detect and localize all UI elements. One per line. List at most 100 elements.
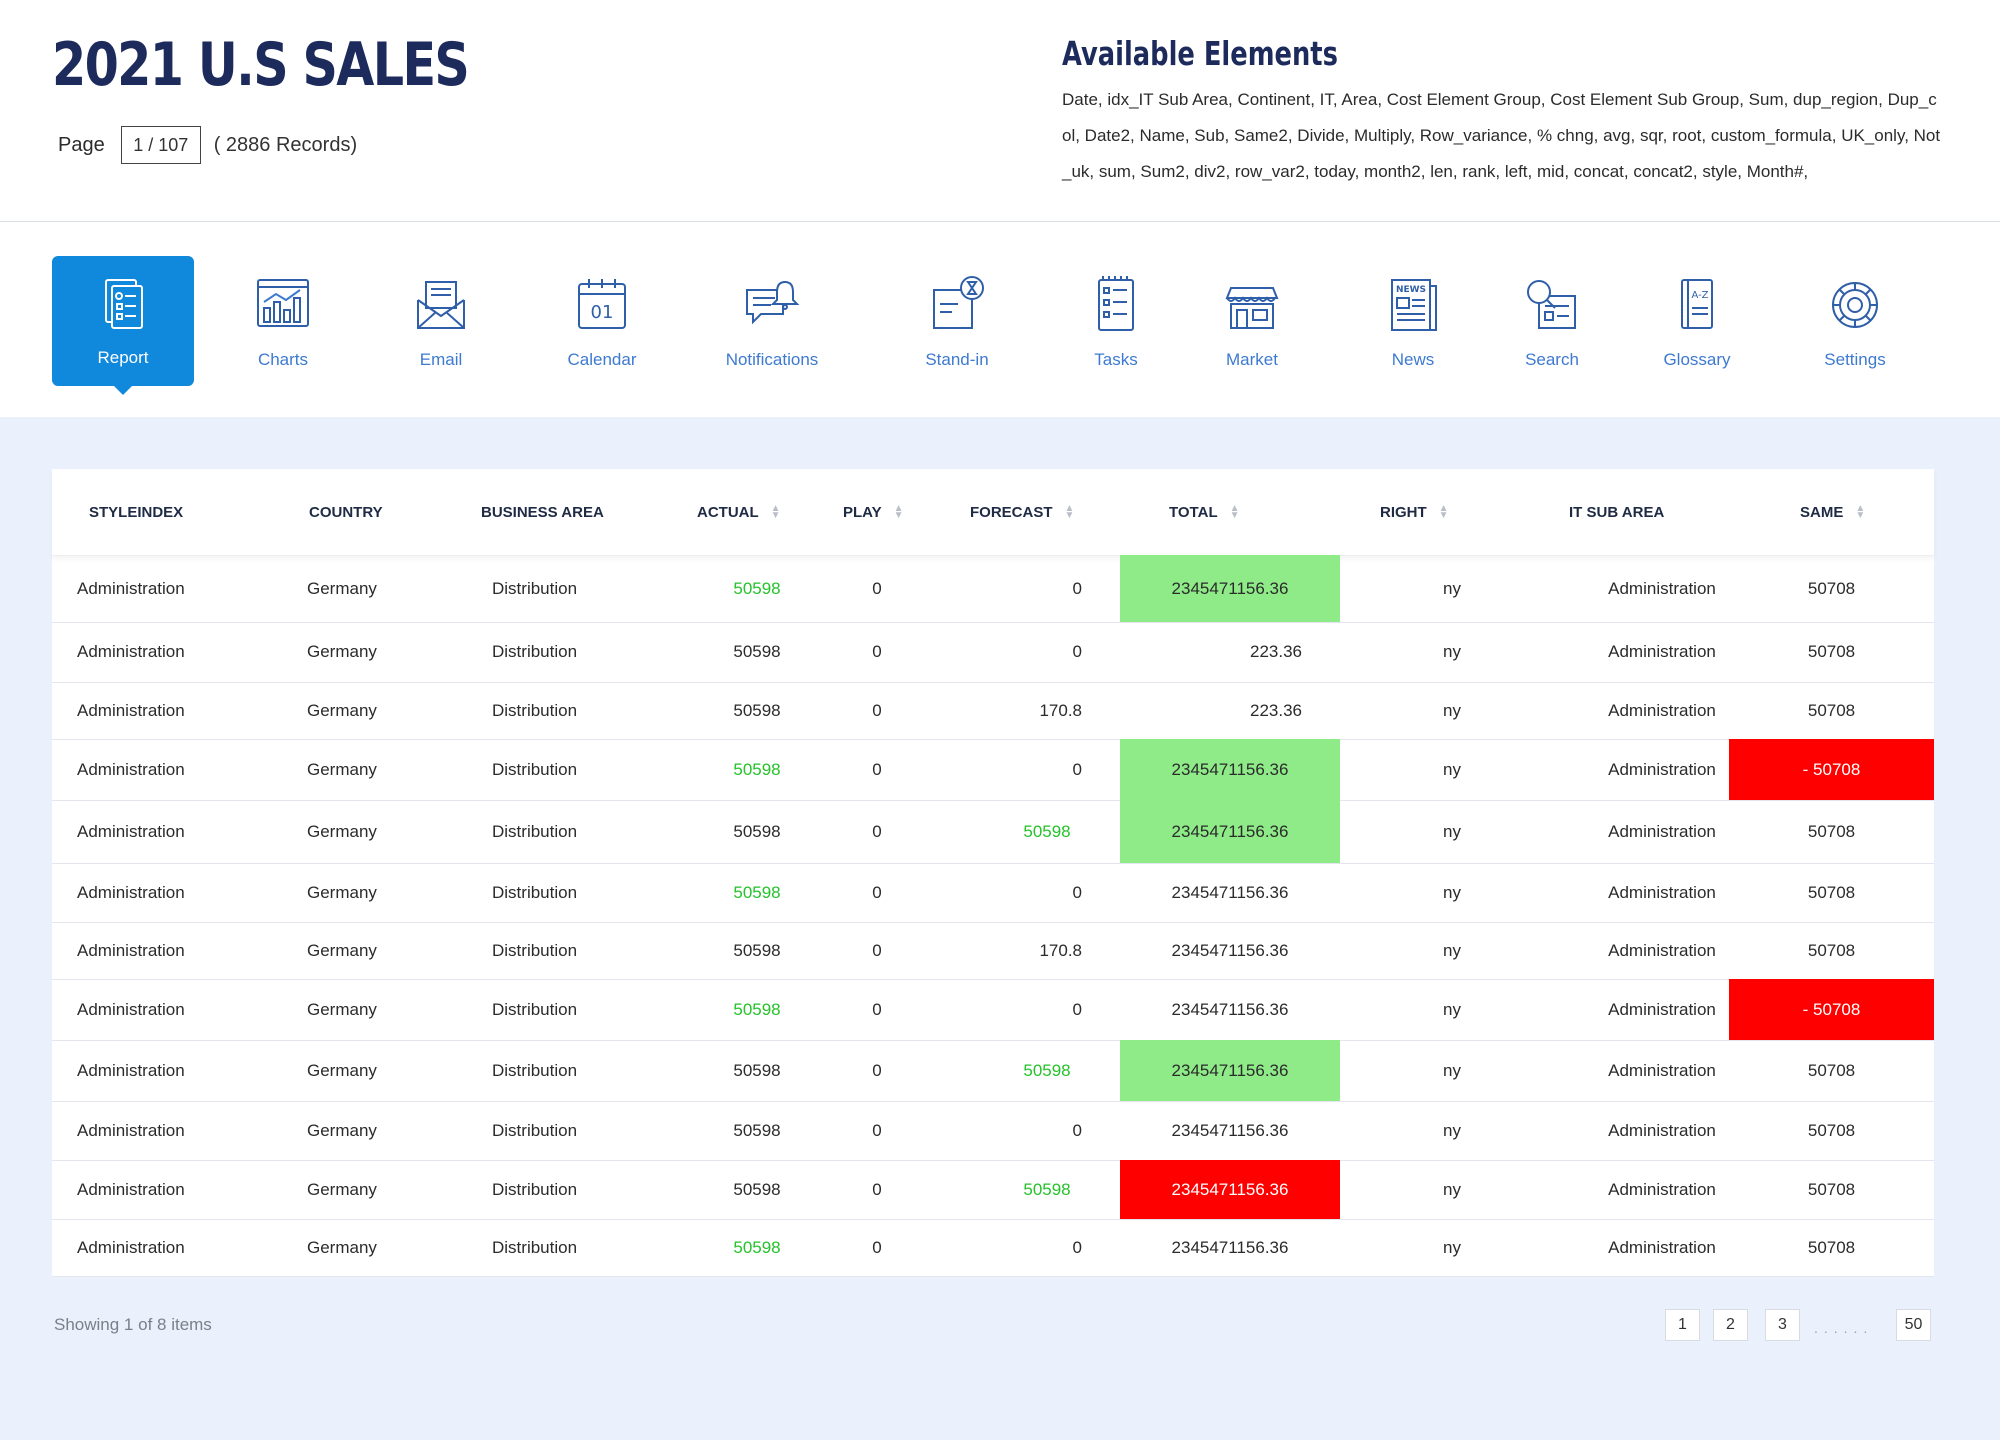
table-row[interactable]: Administration Germany Distribution 50598 0 5… <box>52 800 1934 864</box>
cell-business-area: Distribution <box>492 578 578 598</box>
cell-actual: 50598 <box>733 700 781 720</box>
nav-item-settings[interactable]: Settings <box>1784 256 1926 386</box>
nav-item-glossary[interactable]: A-Z Glossary <box>1626 256 1768 386</box>
sort-icon[interactable]: ▲ ▼ <box>1064 503 1075 521</box>
page-button-1[interactable]: 1 <box>1665 1309 1700 1341</box>
toolbar-nav: Report Charts Email <box>0 222 2000 417</box>
cell-same: 50708 <box>1807 642 1856 661</box>
report-icon <box>92 274 154 336</box>
page-title: 2021 U.S SALES <box>52 30 470 100</box>
nav-item-email[interactable]: Email <box>370 256 512 386</box>
sort-icon[interactable]: ▲ ▼ <box>1229 503 1240 521</box>
sort-icon[interactable]: ▲ ▼ <box>770 503 781 521</box>
cell-right: ny <box>1443 642 1461 661</box>
cell-it-sub-area: Administration <box>1608 1237 1716 1257</box>
nav-item-label: Email <box>419 350 463 369</box>
table-row[interactable]: Administration Germany Distribution 50598 0 0… <box>52 622 1934 683</box>
nav-item-tasks[interactable]: Tasks <box>1045 256 1187 386</box>
cell-styleindex: Administration <box>77 882 185 902</box>
cell-it-sub-area: Administration <box>1608 1179 1716 1199</box>
nav-item-label: Calendar <box>567 350 637 369</box>
column-header-total[interactable]: TOTAL ▲ ▼ <box>1169 469 1240 555</box>
column-header-label: PLAY <box>843 503 882 521</box>
nav-item-charts[interactable]: Charts <box>212 256 354 386</box>
charts-icon <box>252 274 314 336</box>
cell-business-area: Distribution <box>492 1179 578 1199</box>
nav-item-calendar[interactable]: 01 Calendar <box>531 256 673 386</box>
column-header-styleindex: STYLEINDEX <box>89 469 183 555</box>
table-row[interactable]: Administration Germany Distribution 50598 0 0… <box>52 863 1934 923</box>
cell-actual: 50598 <box>733 882 781 902</box>
cell-right: ny <box>1443 578 1461 598</box>
sort-icon[interactable]: ▲ ▼ <box>1438 503 1449 521</box>
nav-item-news[interactable]: NEWS News <box>1342 256 1484 386</box>
cell-country: Germany <box>307 940 377 960</box>
cell-same: 50708 <box>1807 578 1856 598</box>
page-button-2[interactable]: 2 <box>1713 1309 1748 1341</box>
cell-same: 50708 <box>1807 940 1856 960</box>
table-row[interactable]: Administration Germany Distribution 50598 0 0… <box>52 739 1934 801</box>
cell-same: 50708 <box>1807 882 1856 902</box>
cell-play: 0 <box>872 882 882 902</box>
cell-total: 2345471156.36 <box>1171 1120 1289 1140</box>
column-header-forecast[interactable]: FORECAST ▲ ▼ <box>970 469 1074 555</box>
table-row[interactable]: Administration Germany Distribution 50598 0 1… <box>52 922 1934 980</box>
column-header-label: SAME <box>1800 503 1844 521</box>
nav-item-notifications[interactable]: Notifications <box>701 256 843 386</box>
table-row[interactable]: Administration Germany Distribution 50598 0 5… <box>52 1040 1934 1102</box>
nav-item-label: Notifications <box>725 350 819 369</box>
tasks-icon <box>1085 274 1147 336</box>
cell-play: 0 <box>872 578 882 598</box>
column-header-label: FORECAST <box>970 503 1053 521</box>
cell-actual: 50598 <box>733 1120 781 1140</box>
nav-item-stand-in[interactable]: Stand-in <box>886 256 1028 386</box>
cell-play: 0 <box>872 642 882 661</box>
cell-forecast: 170.8 <box>1039 700 1082 720</box>
nav-item-label: News <box>1391 350 1435 369</box>
sort-icon[interactable]: ▲ ▼ <box>1855 503 1866 521</box>
cell-it-sub-area: Administration <box>1608 999 1716 1019</box>
cell-country: Germany <box>307 882 377 902</box>
table-row[interactable]: Administration Germany Distribution 50598 0 0… <box>52 979 1934 1041</box>
cell-actual: 50598 <box>733 1179 781 1199</box>
table-row[interactable]: Administration Germany Distribution 50598 0 0… <box>52 1219 1934 1277</box>
cell-actual: 50598 <box>733 999 781 1019</box>
sort-icon[interactable]: ▲ ▼ <box>893 503 904 521</box>
cell-total: 2345471156.36 <box>1120 1160 1340 1219</box>
cell-country: Germany <box>307 821 377 841</box>
nav-item-label: Report <box>97 348 149 367</box>
column-header-label: STYLEINDEX <box>89 503 184 521</box>
cell-it-sub-area: Administration <box>1608 578 1716 598</box>
cell-it-sub-area: Administration <box>1608 1060 1716 1080</box>
column-header-same[interactable]: SAME ▲ ▼ <box>1800 469 1865 555</box>
nav-item-report[interactable]: Report <box>52 256 194 395</box>
page-number-input[interactable]: 1 / 107 <box>120 126 201 164</box>
table-row[interactable]: Administration Germany Distribution 50598 0 5… <box>52 1160 1934 1220</box>
page-label: Page <box>58 133 105 156</box>
cell-business-area: Distribution <box>492 999 578 1019</box>
table-row[interactable]: Administration Germany Distribution 50598 0 0… <box>52 555 1934 623</box>
column-header-actual[interactable]: ACTUAL ▲ ▼ <box>697 469 781 555</box>
cell-it-sub-area: Administration <box>1608 882 1716 902</box>
table-row[interactable]: Administration Germany Distribution 50598 0 0… <box>52 1101 1934 1161</box>
page-button-3[interactable]: 3 <box>1765 1309 1800 1341</box>
cell-it-sub-area: Administration <box>1608 1120 1716 1140</box>
cell-play: 0 <box>872 821 882 841</box>
data-table: STYLEINDEX COUNTRY BUSINESS AREA ACTUAL ▲ ▼ PL… <box>52 469 1934 1277</box>
column-header-it-sub-area: IT SUB AREA <box>1569 469 1664 555</box>
cell-play: 0 <box>872 999 882 1019</box>
cell-it-sub-area: Administration <box>1608 642 1716 661</box>
news-icon: NEWS <box>1382 274 1444 336</box>
column-header-label: ACTUAL <box>697 503 759 521</box>
table-row[interactable]: Administration Germany Distribution 50598 0 1… <box>52 682 1934 740</box>
nav-item-market[interactable]: Market <box>1181 256 1323 386</box>
notifications-icon <box>741 274 803 336</box>
nav-item-label: Charts <box>257 350 309 369</box>
cell-styleindex: Administration <box>77 999 185 1019</box>
nav-item-search[interactable]: Search <box>1481 256 1623 386</box>
cell-it-sub-area: Administration <box>1608 821 1716 841</box>
column-header-right[interactable]: RIGHT ▲ ▼ <box>1380 469 1449 555</box>
page-button-last[interactable]: 50 <box>1896 1309 1931 1341</box>
column-header-play[interactable]: PLAY ▲ ▼ <box>843 469 904 555</box>
cell-right: ny <box>1443 759 1461 779</box>
